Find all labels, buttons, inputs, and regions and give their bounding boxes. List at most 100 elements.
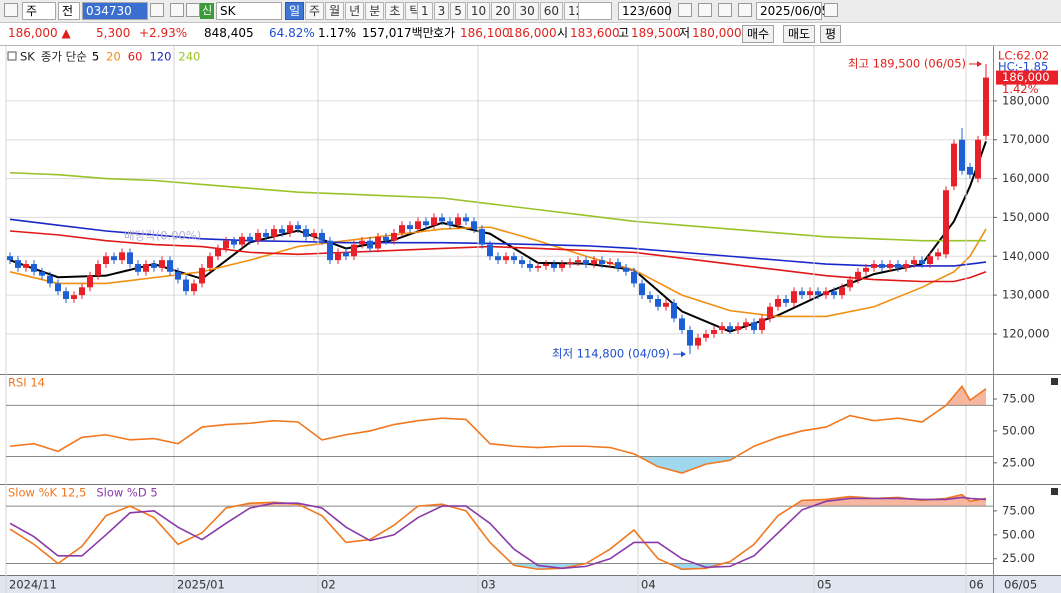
interval-select[interactable] bbox=[578, 2, 612, 20]
candle-body bbox=[591, 260, 597, 265]
toolbar-button[interactable]: 분 bbox=[365, 2, 385, 20]
toolbar-button[interactable]: 30 bbox=[515, 2, 539, 20]
quote-bar: 186,000 ▲ 5,300 +2.93% 848,405 64.82% 1.… bbox=[0, 23, 1061, 46]
candle-body bbox=[847, 279, 853, 288]
legend-entry: 120 bbox=[149, 50, 171, 64]
sell-button[interactable]: 매도 bbox=[783, 25, 816, 43]
candle-body bbox=[439, 217, 445, 222]
candle-body bbox=[767, 306, 773, 319]
y-tick-label: 50.00 bbox=[1002, 527, 1035, 541]
toolbar-button[interactable]: 10 bbox=[466, 2, 491, 20]
toolbar-button[interactable]: 초 bbox=[385, 2, 405, 20]
y-tick-label: 75.00 bbox=[1002, 391, 1035, 405]
settings-icon[interactable] bbox=[738, 3, 752, 17]
event-label: 배당락(0.00%) bbox=[124, 229, 201, 243]
code-dropdown[interactable] bbox=[150, 3, 164, 17]
last-price-label: 186,000 bbox=[1002, 70, 1050, 84]
candle-body bbox=[127, 252, 133, 265]
candle-body bbox=[983, 77, 989, 136]
candle-body bbox=[143, 264, 149, 272]
candle-body bbox=[359, 240, 365, 245]
bid: 186,000 bbox=[507, 26, 557, 40]
open-label: 시 bbox=[557, 26, 569, 40]
toolbar-button[interactable]: 년 bbox=[345, 2, 365, 20]
candle-body bbox=[911, 260, 917, 265]
candle-body bbox=[247, 236, 253, 241]
tool-icon[interactable] bbox=[698, 3, 712, 17]
panel-menu-icon[interactable] bbox=[1051, 378, 1058, 385]
avg-button[interactable]: 평 bbox=[820, 25, 842, 43]
candle-body bbox=[887, 264, 893, 268]
candle-body bbox=[95, 264, 101, 276]
toolbar-button[interactable]: 5 bbox=[450, 2, 466, 20]
x-tick-label: 04 bbox=[641, 578, 656, 592]
market-select[interactable]: 주 bbox=[22, 2, 56, 20]
candle-body bbox=[879, 264, 885, 268]
candle-body bbox=[711, 330, 717, 334]
open: 183,600 bbox=[570, 26, 620, 40]
candle-body bbox=[47, 275, 53, 284]
date-axis-background bbox=[0, 576, 1061, 593]
y-tick-label: 180,000 bbox=[1002, 93, 1050, 107]
toolbar-button[interactable]: 3 bbox=[433, 2, 450, 20]
legend-entry: 20 bbox=[106, 50, 121, 64]
y-tick-label: 160,000 bbox=[1002, 171, 1050, 185]
candle-body bbox=[399, 225, 405, 233]
amount: 157,017백만 bbox=[362, 26, 434, 40]
indicator-line bbox=[9, 384, 987, 474]
y-tick-label: 50.00 bbox=[1002, 423, 1035, 437]
sound-icon[interactable] bbox=[170, 3, 184, 17]
name-input[interactable]: SK bbox=[216, 2, 282, 20]
date-input[interactable]: 2025/06/05 bbox=[756, 2, 829, 20]
toolbar-button[interactable]: 60 bbox=[539, 2, 564, 20]
candle-body bbox=[255, 232, 261, 241]
quote-label: 호가 bbox=[433, 26, 456, 40]
layout-icon[interactable] bbox=[4, 3, 18, 17]
candle-body bbox=[583, 260, 589, 265]
panel-menu-icon[interactable] bbox=[1051, 488, 1058, 495]
code-input[interactable]: 034730 bbox=[82, 2, 148, 20]
candle-body bbox=[31, 264, 37, 272]
candle-body bbox=[503, 256, 509, 261]
candle-body bbox=[655, 298, 661, 307]
candle-body bbox=[391, 232, 397, 241]
y-tick-label: 75.00 bbox=[1002, 503, 1035, 517]
toolbar-button[interactable]: 월 bbox=[325, 2, 345, 20]
buy-button[interactable]: 매수 bbox=[742, 25, 775, 43]
candle-body bbox=[159, 260, 165, 268]
toolbar-button[interactable]: 1 bbox=[417, 2, 433, 20]
candle-body bbox=[303, 229, 309, 237]
candle-body bbox=[743, 322, 749, 327]
hc-label: HC:-1.85 bbox=[998, 60, 1048, 74]
scope-select[interactable]: 전 bbox=[58, 2, 80, 20]
y-tick-label: 140,000 bbox=[1002, 249, 1050, 263]
toolbar-button[interactable]: 주 bbox=[305, 2, 325, 20]
candle-body bbox=[663, 302, 669, 307]
legend-entry: 240 bbox=[178, 50, 200, 64]
candle-body bbox=[271, 229, 277, 237]
candle-body bbox=[23, 264, 29, 268]
legend-title: 종가 단순 bbox=[41, 50, 87, 64]
candle-body bbox=[679, 318, 685, 331]
candle-body bbox=[383, 236, 389, 241]
high-label: 고 bbox=[618, 26, 630, 40]
candle-body bbox=[687, 330, 693, 346]
candle-body bbox=[535, 265, 541, 268]
volume: 848,405 bbox=[204, 26, 254, 40]
candle-body bbox=[111, 256, 117, 261]
date-spin[interactable] bbox=[824, 3, 838, 17]
candle-body bbox=[695, 337, 701, 346]
y-tick-label: 170,000 bbox=[1002, 132, 1050, 146]
candle-body bbox=[15, 260, 21, 268]
x-tick-label: 2024/11 bbox=[9, 578, 57, 592]
save-icon[interactable] bbox=[718, 3, 732, 17]
menu-icon[interactable] bbox=[186, 3, 200, 17]
tool-icon[interactable] bbox=[678, 3, 692, 17]
candle-body bbox=[719, 326, 725, 331]
candle-body bbox=[175, 271, 181, 280]
count-input[interactable]: 123/600 bbox=[618, 2, 672, 20]
toolbar-button[interactable]: 일 bbox=[285, 2, 305, 20]
toolbar-button[interactable]: 20 bbox=[491, 2, 515, 20]
